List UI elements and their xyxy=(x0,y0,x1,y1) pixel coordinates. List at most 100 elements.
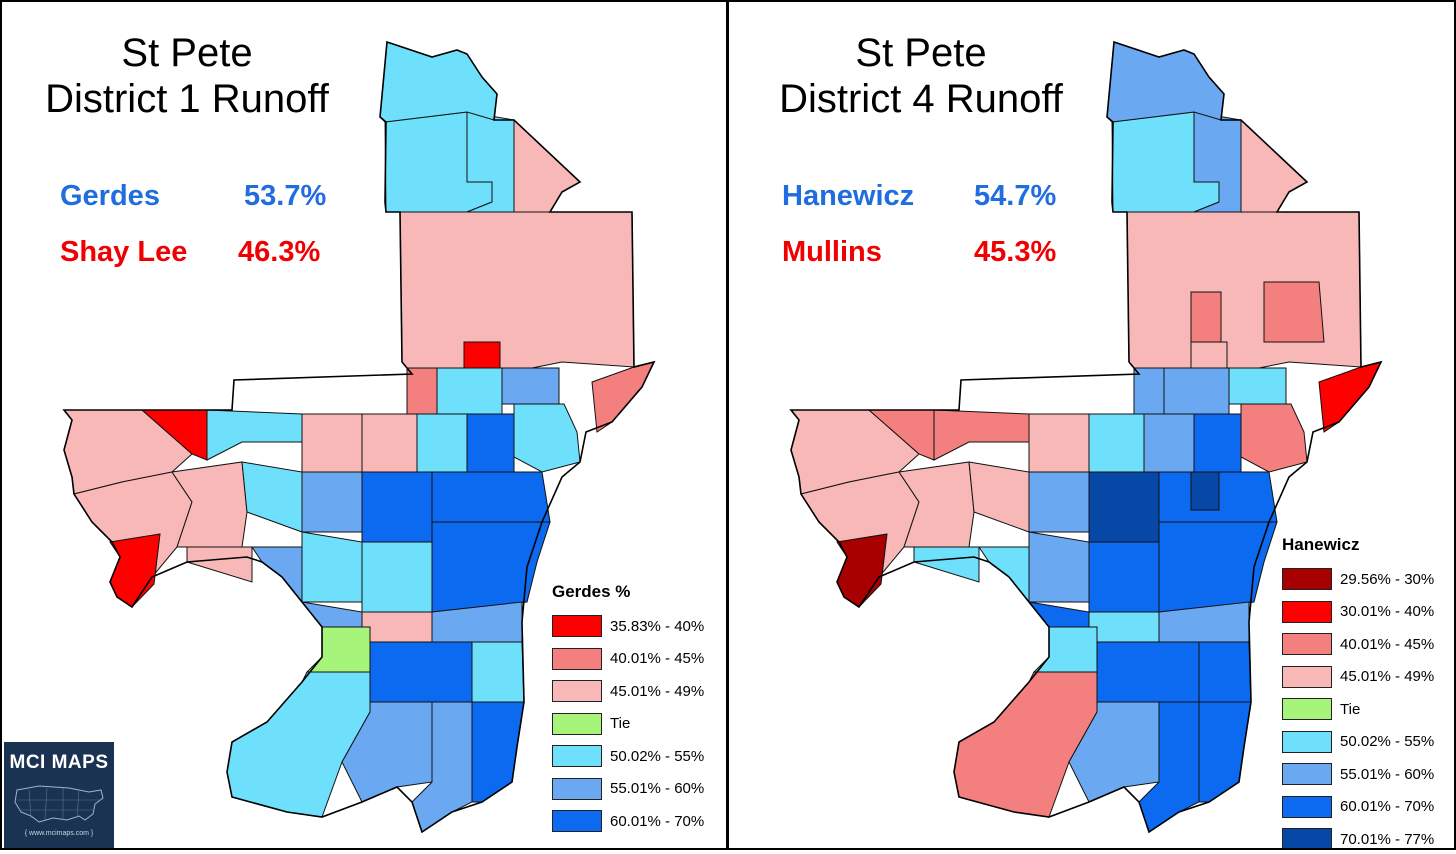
map-title: St Pete District 1 Runoff xyxy=(45,31,329,121)
precinct-far-west xyxy=(109,533,161,608)
legend-item: 55.01% - 60% xyxy=(1282,758,1434,791)
precinct-map xyxy=(62,40,656,834)
legend-swatch xyxy=(1282,698,1332,721)
legend-label: 55.01% - 60% xyxy=(610,780,705,798)
legend-label: 30.01% - 40% xyxy=(1340,603,1435,621)
legend-swatch xyxy=(1282,828,1332,848)
legend-item: 50.02% - 55% xyxy=(1282,726,1434,759)
precinct-southwest-a xyxy=(913,546,980,583)
precinct-southwest-a xyxy=(186,546,253,583)
precinct-mid-a xyxy=(406,367,438,415)
legend-label: 60.01% - 70% xyxy=(1340,798,1435,816)
legend-swatch xyxy=(552,810,602,833)
precinct-dark-blue-b xyxy=(1190,471,1220,511)
legend-label: 40.01% - 45% xyxy=(610,650,705,668)
precinct-mid-c xyxy=(1228,367,1287,405)
legend-item: Tie xyxy=(552,708,704,741)
legend-swatch xyxy=(1282,795,1332,818)
legend-label: 45.01% - 49% xyxy=(610,682,705,700)
legend-swatch xyxy=(1282,763,1332,786)
legend-item: Tie xyxy=(1282,693,1434,726)
legend-item: 45.01% - 49% xyxy=(552,675,704,708)
legend-title: Gerdes % xyxy=(552,582,631,601)
precinct-mid-a xyxy=(1133,367,1165,415)
precinct-small-red xyxy=(1190,341,1228,369)
precinct-far-west xyxy=(836,533,888,608)
legend-swatch xyxy=(1282,568,1332,591)
precinct-dark-blue-a xyxy=(1088,471,1160,543)
legend-swatch xyxy=(1282,665,1332,688)
legend-swatch xyxy=(552,647,602,670)
precinct-south-a xyxy=(1028,531,1090,603)
legend-label: 50.02% - 55% xyxy=(610,747,705,765)
legend-item: 29.56% - 30% xyxy=(1282,563,1434,596)
precinct-map xyxy=(789,40,1383,834)
precinct-upper-band xyxy=(1126,211,1362,375)
candidate-2-name: Mullins xyxy=(782,236,882,268)
logo-url: { www.mcimaps.com } xyxy=(24,830,94,837)
precinct-south-h xyxy=(471,641,525,703)
precinct-southwest-tip xyxy=(953,671,1098,818)
precinct-mid-b xyxy=(436,367,503,415)
precinct-south-b xyxy=(361,541,433,613)
candidate-1-pct: 54.7% xyxy=(974,180,1057,212)
precinct-north-tip xyxy=(1106,41,1225,123)
legend-label: 35.83% - 40% xyxy=(610,617,705,635)
precinct-south-c xyxy=(431,521,551,613)
us-map-icon xyxy=(14,785,104,823)
legend-swatch xyxy=(1282,730,1332,753)
precinct-east-shore xyxy=(591,361,655,433)
precinct-central-a xyxy=(416,413,468,473)
logo-text: MCI MAPS xyxy=(9,752,109,773)
precinct-south-h xyxy=(1198,641,1252,703)
precinct-east-mid xyxy=(513,403,581,473)
precinct-central-b xyxy=(1193,413,1242,473)
precinct-northeast xyxy=(513,118,581,215)
precinct-southwest-tip xyxy=(226,671,371,818)
precinct-west-d xyxy=(361,413,418,473)
precinct-west-g xyxy=(968,461,1030,533)
precinct-west-c xyxy=(301,413,363,473)
precinct-south-a xyxy=(301,531,363,603)
precinct-central-b xyxy=(466,413,515,473)
precinct-northeast xyxy=(1240,118,1308,215)
precinct-south-g xyxy=(1096,641,1200,703)
map-legend: Gerdes % 35.83% - 40% 40.01% - 45% 45.01% … xyxy=(552,582,704,838)
legend-swatch xyxy=(552,615,602,638)
legend-item: 45.01% - 49% xyxy=(1282,661,1434,694)
precinct-east-mid xyxy=(1240,403,1308,473)
precinct-south-c xyxy=(1158,521,1278,613)
precinct-south-b xyxy=(1088,541,1160,613)
precinct-tie xyxy=(305,626,371,673)
legend-swatch xyxy=(552,777,602,800)
precinct-tie xyxy=(1032,626,1098,673)
precinct-south-e xyxy=(1088,611,1160,643)
precinct-upper-band xyxy=(399,211,635,375)
precinct-small-red xyxy=(463,341,501,369)
precinct-west-b xyxy=(933,409,1030,461)
legend-label: 45.01% - 49% xyxy=(1340,668,1435,686)
mci-maps-logo: MCI MAPS { www.mcimaps.com } xyxy=(4,742,114,848)
legend-label: 70.01% - 77% xyxy=(1340,830,1435,848)
precinct-central-c xyxy=(301,471,363,533)
city-outline xyxy=(789,40,1383,834)
candidate-1-name: Gerdes xyxy=(60,180,160,212)
precinct-south-e xyxy=(361,611,433,643)
district-4-map-panel: St Pete District 4 Runoff Hanewicz 54.7%… xyxy=(727,0,1456,850)
legend-swatch xyxy=(552,680,602,703)
legend-item: 40.01% - 45% xyxy=(552,643,704,676)
precinct-west-d xyxy=(1088,413,1145,473)
legend-swatch xyxy=(1282,600,1332,623)
legend-item: 50.02% - 55% xyxy=(552,740,704,773)
legend-item: 40.01% - 45% xyxy=(1282,628,1434,661)
candidate-1-name: Hanewicz xyxy=(782,180,915,212)
candidate-1-pct: 53.7% xyxy=(244,180,327,212)
legend-item: 30.01% - 40% xyxy=(1282,596,1434,629)
precinct-north-red-b xyxy=(1190,291,1222,343)
candidate-2-pct: 45.3% xyxy=(974,236,1057,268)
precinct-south-g xyxy=(369,641,473,703)
legend-label: 50.02% - 55% xyxy=(1340,733,1435,751)
precinct-central-d xyxy=(361,471,433,543)
precinct-north-tip xyxy=(379,41,498,123)
legend-label: 40.01% - 45% xyxy=(1340,635,1435,653)
